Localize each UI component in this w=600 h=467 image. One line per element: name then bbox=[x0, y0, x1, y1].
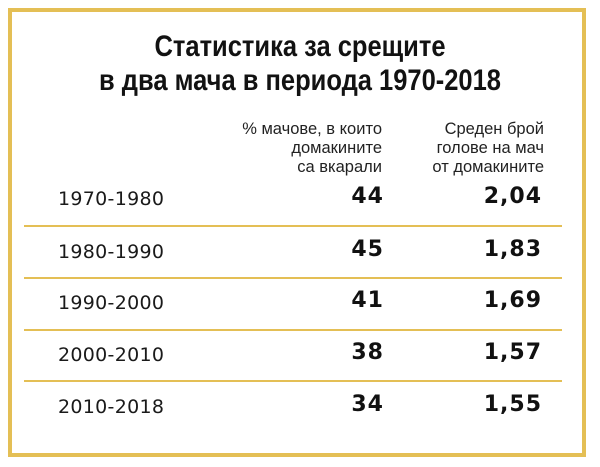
row-percent: 44 bbox=[351, 184, 384, 209]
column-header-average: Среден брой голове на мач от домакините bbox=[432, 120, 544, 176]
row-period: 1980-1990 bbox=[58, 241, 165, 263]
row-percent: 38 bbox=[351, 340, 384, 365]
row-percent: 45 bbox=[351, 237, 384, 262]
row-divider bbox=[24, 380, 562, 382]
row-period: 2000-2010 bbox=[58, 344, 165, 366]
row-percent: 41 bbox=[351, 288, 384, 313]
table-row: 1980-1990 45 1,83 bbox=[24, 233, 554, 273]
row-percent: 34 bbox=[351, 392, 384, 417]
row-period: 2010-2018 bbox=[58, 396, 165, 418]
row-average: 1,69 bbox=[483, 288, 542, 313]
row-period: 1970-1980 bbox=[58, 188, 165, 210]
row-divider bbox=[24, 329, 562, 331]
title-line-1: Статистика за срещите bbox=[154, 30, 446, 63]
row-average: 1,83 bbox=[483, 237, 542, 262]
table-row: 2000-2010 38 1,57 bbox=[24, 336, 554, 376]
table-frame bbox=[8, 8, 586, 457]
row-average: 2,04 bbox=[483, 184, 542, 209]
row-divider bbox=[24, 277, 562, 279]
column-header-percent: % мачове, в които домакините са вкарали bbox=[242, 120, 382, 176]
table-row: 2010-2018 34 1,55 bbox=[24, 388, 554, 428]
row-divider bbox=[24, 225, 562, 227]
row-period: 1990-2000 bbox=[58, 292, 165, 314]
row-average: 1,57 bbox=[483, 340, 542, 365]
row-average: 1,55 bbox=[483, 392, 542, 417]
table-row: 1990-2000 41 1,69 bbox=[24, 284, 554, 324]
title-line-2: в два мача в периода 1970-2018 bbox=[99, 64, 501, 97]
table-row: 1970-1980 44 2,04 bbox=[24, 180, 554, 220]
